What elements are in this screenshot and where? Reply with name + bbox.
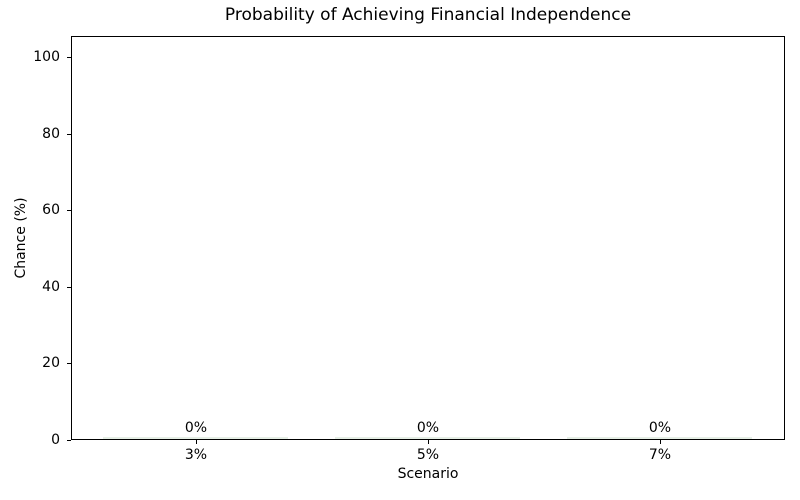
bar-value-label: 0% bbox=[184, 420, 208, 436]
y-tick-label: 60 bbox=[42, 202, 60, 218]
chart-title: Probability of Achieving Financial Indep… bbox=[224, 5, 632, 25]
y-tick-mark bbox=[67, 134, 71, 135]
plot-area bbox=[71, 36, 785, 440]
y-tick-mark bbox=[67, 287, 71, 288]
bar bbox=[103, 437, 288, 439]
y-tick-label: 0 bbox=[51, 432, 60, 448]
bar bbox=[567, 437, 752, 439]
x-tick-mark bbox=[660, 440, 661, 444]
y-tick-label: 80 bbox=[42, 126, 60, 142]
x-tick-label: 7% bbox=[648, 447, 672, 463]
x-tick-label: 5% bbox=[416, 447, 440, 463]
bar-value-label: 0% bbox=[648, 420, 672, 436]
y-tick-mark bbox=[67, 440, 71, 441]
y-tick-mark bbox=[67, 210, 71, 211]
y-tick-label: 100 bbox=[33, 49, 60, 65]
x-tick-mark bbox=[428, 440, 429, 444]
x-axis-label: Scenario bbox=[397, 466, 459, 482]
x-tick-label: 3% bbox=[184, 447, 208, 463]
y-tick-label: 20 bbox=[42, 355, 60, 371]
bar bbox=[335, 437, 520, 439]
y-tick-mark bbox=[67, 57, 71, 58]
x-tick-mark bbox=[196, 440, 197, 444]
y-tick-label: 40 bbox=[42, 279, 60, 295]
y-tick-mark bbox=[67, 363, 71, 364]
bar-value-label: 0% bbox=[416, 420, 440, 436]
